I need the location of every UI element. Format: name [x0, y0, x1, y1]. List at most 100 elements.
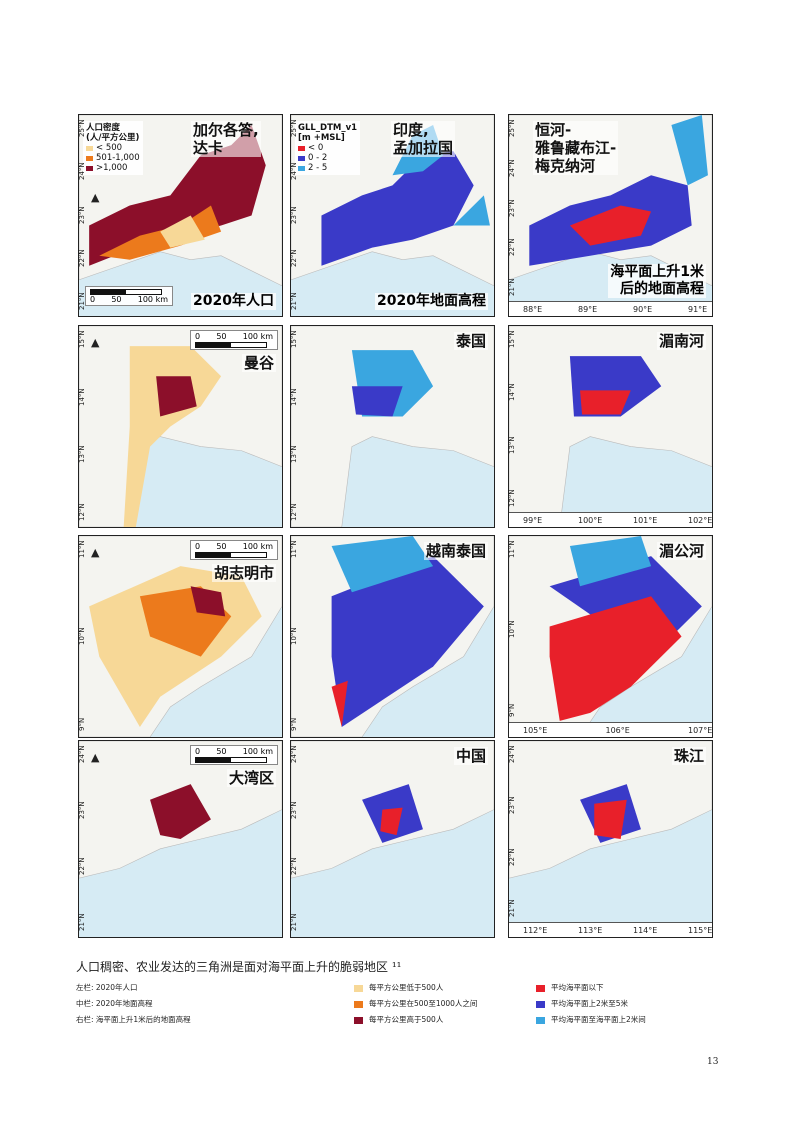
scale-bar: 0 50 100 km: [190, 540, 278, 560]
panel-title: 加尔各答, 达卡: [191, 121, 261, 157]
legend-label: 平均海平面上2米至5米: [551, 999, 629, 1008]
panel-title: 越南泰国: [423, 542, 488, 560]
lat-tick-label: 23°N: [78, 801, 86, 819]
legend-swatch: [354, 1000, 363, 1008]
scale-label: 50: [216, 542, 227, 551]
scale-label: 100 km: [242, 747, 273, 756]
lon-tick-label: 89°E: [578, 305, 598, 314]
lat-tick-label: 24°N: [290, 745, 298, 763]
lat-tick-label: 24°N: [78, 162, 86, 181]
scale-bar: 0 50 100 km: [190, 745, 278, 765]
lat-tick-label: 10°N: [508, 619, 516, 638]
lat-tick-label: 21°N: [508, 899, 516, 917]
lon-tick-label: 107°E: [688, 726, 713, 735]
map-legend: 人口密度 (人/平方公里) < 500 501-1,000 >1,000: [83, 121, 143, 175]
legend-swatch: [86, 145, 93, 151]
map-panel-r3c3: 湄公河 11°N 10°N 9°N 105°E 106°E 107°E: [508, 535, 713, 738]
legend-label: 每平方公里在500至1000人之间: [369, 999, 478, 1008]
map-panel-r4c2: 中国 24°N 23°N 22°N 21°N: [290, 740, 495, 938]
map-panel-r2c3: 湄南河 15°N 14°N 13°N 12°N 99°E 100°E 101°E 102°E: [508, 325, 713, 528]
map-panel-r1c1: 加尔各答, 达卡 2020年人口 人口密度 (人/平方公里) < 500 501-1,0…: [78, 114, 283, 317]
north-arrow-icon: ▲: [91, 546, 100, 559]
lat-tick-label: 9°N: [78, 717, 86, 731]
legend-swatch: [536, 984, 545, 992]
panel-title: 中国: [453, 747, 488, 765]
lat-tick-label: 10°N: [290, 626, 298, 645]
lat-tick-label: 14°N: [508, 383, 516, 401]
panel-caption: 海平面上升1米 后的地面高程: [608, 264, 706, 298]
lat-tick-label: 24°N: [508, 745, 516, 763]
map-panel-r2c1: 曼谷 ▲ 0 50 100 km 15°N 14°N 13°N 12°N: [78, 325, 283, 528]
map-graphic: [509, 326, 712, 527]
lat-tick-label: 23°N: [508, 198, 516, 217]
legend-swatch: [536, 1000, 545, 1008]
lat-tick-label: 22°N: [78, 857, 86, 875]
panel-title: 泰国: [453, 332, 488, 350]
page-number: 13: [707, 1057, 719, 1067]
lon-tick-label: 91°E: [688, 305, 708, 314]
lat-tick-label: 12°N: [508, 489, 516, 507]
legend-item: >1,000: [86, 163, 140, 173]
lon-tick-label: 90°E: [633, 305, 653, 314]
lat-tick-label: 25°N: [78, 119, 86, 137]
lon-tick-label: 114°E: [633, 926, 658, 935]
lat-tick-label: 22°N: [290, 857, 298, 875]
lat-tick-label: 21°N: [78, 292, 86, 310]
legend-label: 每平方公里高于500人: [369, 1015, 444, 1024]
legend-label: >1,000: [96, 163, 128, 173]
column-legend-item: 右栏: 海平面上升1米后的地面高程: [76, 1015, 191, 1024]
legend-label: 2 - 5: [308, 163, 328, 173]
lat-tick-label: 22°N: [508, 848, 516, 866]
map-panel-r2c2: 泰国 15°N 14°N 13°N 12°N: [290, 325, 495, 528]
lat-tick-label: 13°N: [508, 436, 516, 454]
panel-title: 印度, 孟加拉国: [391, 121, 456, 157]
map-graphic: [509, 741, 712, 879]
panel-title: 胡志明市: [211, 564, 276, 582]
scale-bar-graphic: [195, 552, 267, 558]
panel-title: 湄公河: [656, 542, 706, 560]
lon-tick-label: 106°E: [605, 726, 630, 735]
map-graphic: [291, 326, 494, 527]
legend-label: < 500: [96, 143, 123, 153]
scale-label: 0: [90, 295, 96, 304]
scale-bar-graphic: [195, 342, 267, 348]
scale-label: 50: [216, 332, 227, 341]
map-graphic: [509, 536, 712, 737]
legend-label: 平均海平面以下: [551, 983, 604, 992]
legend-label: 501-1,000: [96, 153, 140, 163]
lat-tick-label: 12°N: [290, 503, 298, 521]
panel-title: 大湾区: [226, 769, 276, 787]
column-legend-item: 左栏: 2020年人口: [76, 983, 138, 992]
scale-label: 0: [195, 542, 201, 551]
lat-tick-label: 24°N: [290, 162, 298, 181]
lat-tick-label: 25°N: [290, 119, 298, 137]
legend-item: < 0: [298, 143, 357, 153]
legend-swatch: [298, 155, 305, 161]
legend-label: < 0: [308, 143, 324, 153]
lat-tick-label: 24°N: [508, 159, 516, 177]
north-arrow-icon: ▲: [91, 336, 100, 349]
lat-tick-label: 21°N: [508, 278, 516, 296]
legend-swatch: [86, 165, 93, 171]
panel-title: 曼谷: [241, 354, 276, 372]
panel-title: 湄南河: [656, 332, 706, 350]
lat-tick-label: 9°N: [508, 703, 516, 717]
lat-tick-label: 22°N: [290, 249, 298, 267]
column-legend-item: 中栏: 2020年地面高程: [76, 999, 153, 1008]
panel-title: 恒河- 雅鲁藏布江- 梅克纳河: [533, 121, 619, 175]
legend-item: 每平方公里在500至1000人之间: [354, 996, 477, 1012]
legend-swatch: [86, 155, 93, 161]
lat-tick-label: 13°N: [290, 445, 298, 464]
lat-tick-label: 23°N: [290, 205, 298, 224]
scale-bar: 0 50 100 km: [85, 286, 173, 306]
lon-tick-label: 113°E: [578, 926, 603, 935]
map-panel-r1c3: 恒河- 雅鲁藏布江- 梅克纳河 海平面上升1米 后的地面高程 25°N 24°N 23°…: [508, 114, 713, 317]
lat-tick-label: 11°N: [78, 540, 86, 558]
lon-tick-label: 112°E: [523, 926, 548, 935]
longitude-axis: 99°E 100°E 101°E 102°E: [509, 512, 712, 527]
longitude-axis: 112°E 113°E 114°E 115°E: [509, 922, 712, 937]
lat-tick-label: 23°N: [508, 796, 516, 815]
longitude-axis: 105°E 106°E 107°E: [509, 722, 712, 737]
figure-caption: 人口稠密、农业发达的三角洲是面对海平面上升的脆弱地区 ¹¹: [76, 960, 402, 974]
